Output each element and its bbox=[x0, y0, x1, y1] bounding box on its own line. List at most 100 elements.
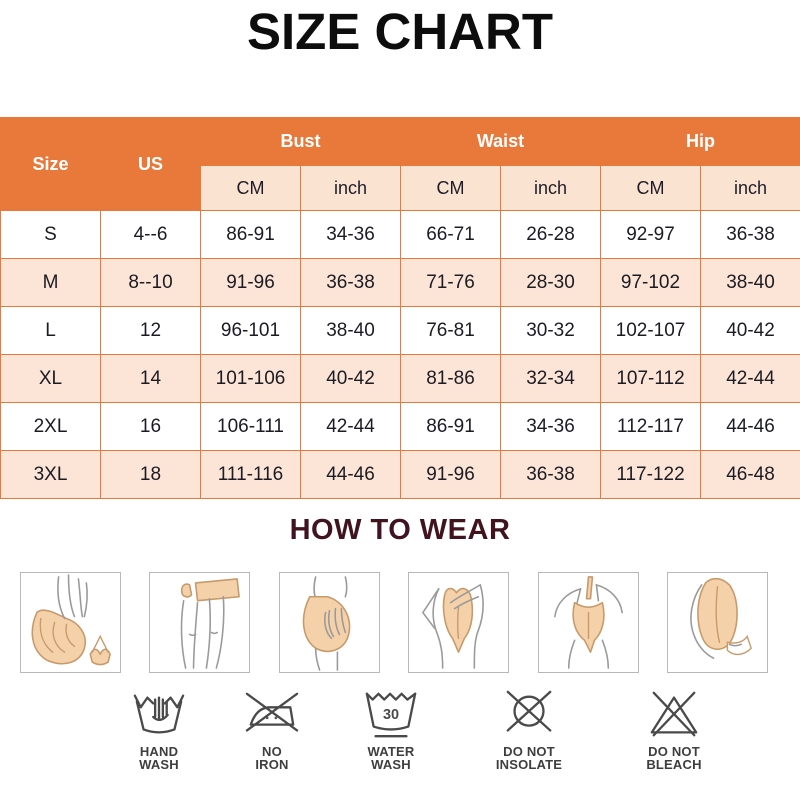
how-to-wear-step-2 bbox=[149, 572, 251, 673]
subheader-hip-cm: CM bbox=[600, 165, 701, 211]
how-to-wear-step-5 bbox=[537, 572, 639, 673]
subheader-bust-inch: inch bbox=[300, 165, 401, 211]
table-row: XL 14 101-106 40-42 81-86 32-34 107-112 … bbox=[0, 354, 800, 403]
table-row: L 12 96-101 38-40 76-81 30-32 102-107 40… bbox=[0, 306, 800, 355]
table-cell: 91-96 bbox=[400, 450, 501, 499]
table-cell: 38-40 bbox=[300, 306, 401, 355]
page-title: SIZE CHART bbox=[247, 3, 553, 60]
table-cell: 28-30 bbox=[500, 258, 601, 307]
table-cell: 101-106 bbox=[200, 354, 301, 403]
care-item-water-wash: 30 WATER WASH bbox=[336, 688, 446, 771]
table-cell: 81-86 bbox=[400, 354, 501, 403]
care-label: HAND WASH bbox=[139, 744, 179, 772]
table-cell: 46-48 bbox=[700, 450, 800, 499]
table-cell: 107-112 bbox=[600, 354, 701, 403]
table-cell: 117-122 bbox=[600, 450, 701, 499]
table-cell: 4--6 bbox=[100, 210, 201, 259]
table-cell: L bbox=[0, 306, 101, 355]
table-cell: 91-96 bbox=[200, 258, 301, 307]
table-cell: 44-46 bbox=[300, 450, 401, 499]
table-subheader-row: CM inch CM inch CM inch bbox=[1, 165, 800, 211]
table-cell: 86-91 bbox=[200, 210, 301, 259]
how-to-wear-steps bbox=[20, 572, 768, 673]
how-to-wear-step-6 bbox=[666, 572, 768, 673]
table-cell: 71-76 bbox=[400, 258, 501, 307]
table-cell: 66-71 bbox=[400, 210, 501, 259]
table-cell: 36-38 bbox=[500, 450, 601, 499]
how-to-wear-step-1 bbox=[20, 572, 121, 673]
table-cell: 42-44 bbox=[300, 402, 401, 451]
adjust-shoulder-strap-illustration bbox=[553, 576, 623, 669]
table-cell: 76-81 bbox=[400, 306, 501, 355]
size-table: Size US Bust Waist Hip CM inch CM inch C… bbox=[0, 117, 800, 499]
table-cell: 111-116 bbox=[200, 450, 301, 499]
care-item-no-iron: NO IRON bbox=[217, 688, 327, 771]
table-cell: 32-34 bbox=[500, 354, 601, 403]
col-header-us: US bbox=[100, 117, 201, 211]
table-cell: 34-36 bbox=[300, 210, 401, 259]
svg-text:30: 30 bbox=[383, 707, 399, 723]
table-cell: 106-111 bbox=[200, 402, 301, 451]
table-cell: 34-36 bbox=[500, 402, 601, 451]
subheader-bust-cm: CM bbox=[200, 165, 301, 211]
wear-bodysuit-front-illustration bbox=[422, 584, 484, 669]
care-label: DO NOT BLEACH bbox=[646, 744, 702, 772]
table-header-row: Size US Bust Waist Hip bbox=[0, 117, 800, 211]
table-row: 2XL 16 106-111 42-44 86-91 34-36 112-117… bbox=[0, 402, 800, 451]
how-to-wear-step-4 bbox=[408, 572, 510, 673]
do-not-insolate-icon bbox=[506, 690, 552, 732]
col-header-hip: Hip bbox=[600, 117, 800, 166]
hold-shapewear-illustration bbox=[31, 574, 111, 666]
water-wash-icon: 30 bbox=[365, 692, 417, 738]
table-cell: 42-44 bbox=[700, 354, 800, 403]
table-cell: 92-97 bbox=[600, 210, 701, 259]
hand-wash-icon bbox=[133, 694, 185, 734]
table-cell: 12 bbox=[100, 306, 201, 355]
table-cell: 102-107 bbox=[600, 306, 701, 355]
table-row: S 4--6 86-91 34-36 66-71 26-28 92-97 36-… bbox=[0, 210, 800, 259]
table-cell: 14 bbox=[100, 354, 201, 403]
col-header-waist: Waist bbox=[400, 117, 601, 166]
table-cell: 30-32 bbox=[500, 306, 601, 355]
table-cell: 97-102 bbox=[600, 258, 701, 307]
table-cell: 36-38 bbox=[700, 210, 800, 259]
care-item-do-not-insolate: DO NOT INSOLATE bbox=[474, 688, 584, 771]
care-item-do-not-bleach: DO NOT BLEACH bbox=[619, 688, 729, 771]
subheader-waist-inch: inch bbox=[500, 165, 601, 211]
table-cell: 16 bbox=[100, 402, 201, 451]
do-not-bleach-icon bbox=[650, 691, 698, 737]
table-cell: 36-38 bbox=[300, 258, 401, 307]
table-cell: 2XL bbox=[0, 402, 101, 451]
table-cell: 86-91 bbox=[400, 402, 501, 451]
table-cell: 40-42 bbox=[700, 306, 800, 355]
table-cell: 26-28 bbox=[500, 210, 601, 259]
subheader-hip-inch: inch bbox=[700, 165, 800, 211]
table-cell: 40-42 bbox=[300, 354, 401, 403]
step-into-garment-illustration bbox=[181, 578, 241, 669]
care-item-hand-wash: HAND WASH bbox=[104, 688, 214, 771]
table-cell: 44-46 bbox=[700, 402, 800, 451]
table-cell: 3XL bbox=[0, 450, 101, 499]
no-iron-icon bbox=[245, 692, 299, 732]
table-cell: 112-117 bbox=[600, 402, 701, 451]
col-header-size: Size bbox=[0, 117, 101, 211]
how-to-wear-title: HOW TO WEAR bbox=[289, 514, 511, 546]
care-label: WATER WASH bbox=[367, 744, 415, 772]
table-cell: XL bbox=[0, 354, 101, 403]
care-label: DO NOT INSOLATE bbox=[495, 744, 563, 772]
table-row: 3XL 18 111-116 44-46 91-96 36-38 117-122… bbox=[0, 450, 800, 499]
table-cell: M bbox=[0, 258, 101, 307]
subheader-waist-cm: CM bbox=[400, 165, 501, 211]
care-symbols-row: HAND WASH NO IRON 30 bbox=[0, 688, 800, 800]
table-cell: 18 bbox=[100, 450, 201, 499]
smooth-back-illustration bbox=[690, 577, 752, 659]
col-header-bust: Bust bbox=[200, 117, 401, 166]
pull-over-hips-illustration bbox=[302, 576, 351, 671]
table-cell: S bbox=[0, 210, 101, 259]
table-cell: 38-40 bbox=[700, 258, 800, 307]
how-to-wear-step-3 bbox=[278, 572, 380, 673]
table-cell: 96-101 bbox=[200, 306, 301, 355]
table-row: M 8--10 91-96 36-38 71-76 28-30 97-102 3… bbox=[0, 258, 800, 307]
table-cell: 8--10 bbox=[100, 258, 201, 307]
